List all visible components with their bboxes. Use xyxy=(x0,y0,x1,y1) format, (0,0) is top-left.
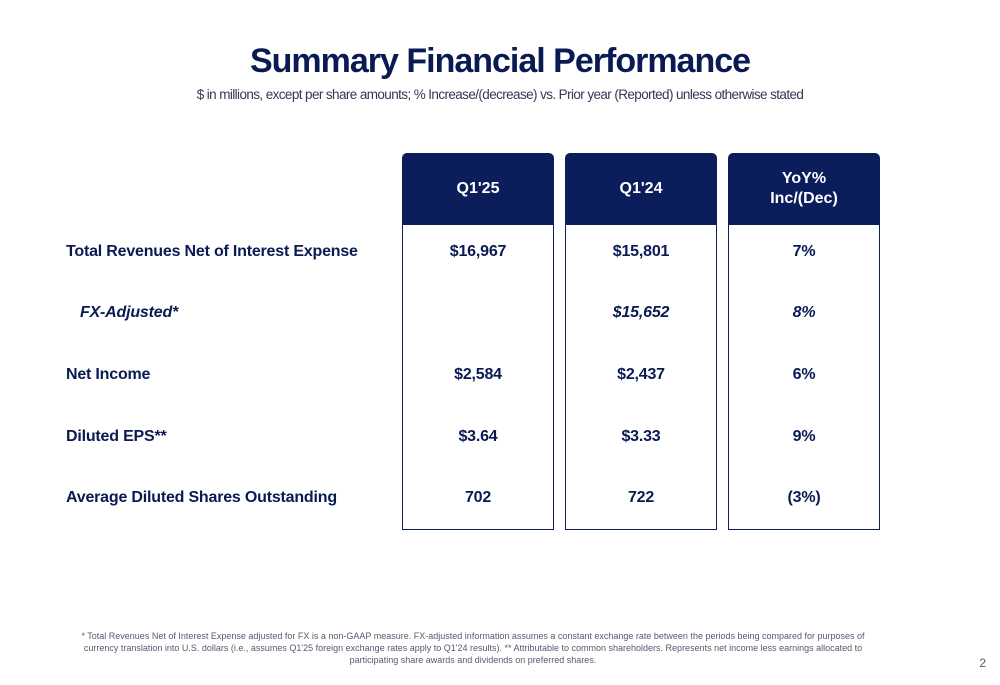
column-header-label: Q1'24 xyxy=(619,180,663,197)
row-label-diluted-eps: Diluted EPS** xyxy=(66,428,167,445)
row-label-net-income: Net Income xyxy=(66,366,151,383)
column-box-q1-24 xyxy=(565,225,717,530)
cell-q1-25-total-revenues: $16,967 xyxy=(449,243,507,260)
cell-q1-24-total-revenues: $15,801 xyxy=(612,243,670,260)
cell-q1-25-avg-diluted-shares: 702 xyxy=(464,489,492,506)
cell-yoy-net-income: 6% xyxy=(792,366,816,383)
row-label-avg-diluted-shares: Average Diluted Shares Outstanding xyxy=(66,489,337,506)
cell-q1-25-diluted-eps: $3.64 xyxy=(458,428,498,445)
column-box-q1-25 xyxy=(402,225,554,530)
row-label-total-revenues: Total Revenues Net of Interest Expense xyxy=(66,243,358,260)
column-box-yoy xyxy=(728,225,880,530)
cell-yoy-diluted-eps: 9% xyxy=(792,428,816,445)
row-label-fx-adjusted: FX-Adjusted* xyxy=(80,304,179,321)
column-header-q1-25: Q1'25 xyxy=(402,153,554,225)
cell-q1-24-avg-diluted-shares: 722 xyxy=(627,489,655,506)
column-header-q1-24: Q1'24 xyxy=(565,153,717,225)
footnote: * Total Revenues Net of Interest Expense… xyxy=(81,631,865,665)
page-number: 2 xyxy=(979,656,986,670)
cell-q1-25-net-income: $2,584 xyxy=(454,366,502,383)
cell-yoy-total-revenues: 7% xyxy=(792,243,816,260)
cell-q1-24-diluted-eps: $3.33 xyxy=(621,428,661,445)
cell-yoy-avg-diluted-shares: (3%) xyxy=(787,489,821,506)
cell-yoy-fx-adjusted: 8% xyxy=(792,304,816,321)
page-subtitle: $ in millions, except per share amounts;… xyxy=(196,87,804,102)
cell-q1-24-fx-adjusted: $15,652 xyxy=(612,304,670,321)
column-header-label: Q1'25 xyxy=(456,180,500,197)
column-header-label: YoY% Inc/(Dec) xyxy=(770,170,838,207)
page-title: Summary Financial Performance xyxy=(249,42,751,80)
cell-q1-24-net-income: $2,437 xyxy=(617,366,665,383)
column-header-yoy: YoY% Inc/(Dec) xyxy=(728,153,880,225)
